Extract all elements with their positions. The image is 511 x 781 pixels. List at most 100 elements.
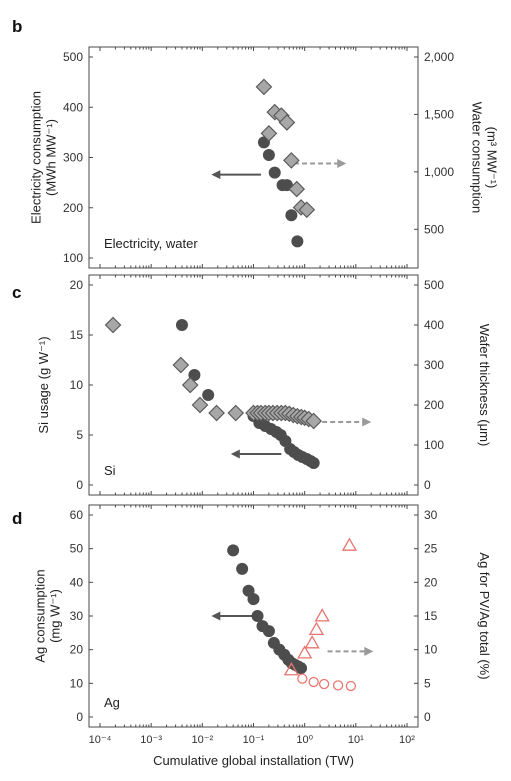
left-tick-label: 0 — [76, 710, 83, 724]
inset-label: Electricity, water — [104, 236, 198, 251]
data-point-triangle — [314, 608, 330, 622]
right-tick-label: 300 — [424, 358, 444, 372]
data-point-diamond — [288, 180, 306, 198]
data-point-open-circle — [332, 680, 344, 691]
right-tick-label: 5 — [424, 676, 431, 690]
data-point-circle — [236, 562, 249, 575]
left-tick-label: 60 — [70, 508, 84, 522]
left-tick-label: 0 — [76, 478, 83, 492]
left-tick-label: 40 — [70, 575, 84, 589]
x-tick-label: 10⁻² — [191, 734, 213, 746]
direction-arrow-head — [364, 646, 374, 656]
data-point-diamond — [298, 201, 316, 219]
right-axis-label: Wafer thickness (μm) — [477, 324, 492, 447]
right-tick-label: 1,000 — [424, 165, 454, 179]
right-tick-label: 1,500 — [424, 107, 454, 121]
left-tick-label: 15 — [70, 328, 84, 342]
panel-d: d 0 10 20 30 40 50 60 0 5 10 15 20 25 30 10⁻⁴ 10⁻³ 10⁻² 10… — [12, 504, 492, 768]
panel-label: c — [12, 283, 21, 302]
data-point-circle — [202, 389, 215, 401]
right-tick-label: 400 — [424, 318, 444, 332]
left-axis-label: Electricity consumption — [29, 91, 44, 224]
data-point-circle — [262, 625, 275, 638]
right-tick-label: 500 — [424, 222, 444, 236]
right-axis-label: Water consumption — [470, 102, 485, 214]
data-point-circle — [307, 457, 320, 469]
data-point-diamond — [283, 152, 300, 169]
left-axis-label: Ag consumption — [33, 569, 48, 662]
data-point-diamond — [104, 316, 122, 334]
right-tick-label: 200 — [424, 398, 444, 412]
right-tick-label: 0 — [424, 710, 431, 724]
x-tick-label: 10⁻¹ — [243, 734, 265, 746]
panel-label: d — [12, 509, 22, 528]
left-tick-label: 200 — [63, 201, 83, 215]
right-tick-label: 100 — [424, 438, 444, 452]
left-axis-label: Si usage (g W⁻¹) — [36, 336, 51, 433]
data-point-open-circle — [345, 680, 357, 692]
x-tick-label: 10¹ — [348, 734, 364, 746]
right-tick-label: 10 — [424, 643, 438, 657]
data-point-circle — [285, 209, 298, 222]
data-point-diamond — [191, 396, 209, 414]
left-tick-label: 30 — [70, 609, 84, 623]
data-point-open-circle — [308, 676, 319, 688]
left-tick-label: 10 — [70, 676, 84, 690]
direction-arrow-head — [230, 449, 240, 459]
x-tick-label: 10⁰ — [296, 734, 313, 746]
right-tick-label: 20 — [424, 575, 438, 589]
plot-frame — [88, 274, 419, 496]
left-tick-label: 100 — [63, 251, 83, 265]
x-tick-label: 10⁻⁴ — [89, 734, 112, 746]
data-point-diamond — [255, 78, 273, 96]
left-tick-label: 5 — [76, 428, 83, 442]
right-axis-label: (m³ MW⁻¹) — [485, 127, 500, 189]
data-point-circle — [291, 235, 304, 248]
data-point-diamond — [278, 114, 296, 131]
data-point-circle — [251, 610, 264, 622]
inset-label: Si — [104, 463, 116, 478]
data-point-circle — [295, 662, 308, 675]
inset-label: Ag — [104, 695, 120, 710]
right-tick-label: 500 — [424, 278, 444, 292]
data-point-circle — [247, 593, 260, 606]
data-point-triangle — [297, 645, 313, 659]
x-axis-label: Cumulative global installation (TW) — [153, 753, 354, 768]
direction-arrow-head — [337, 159, 347, 169]
data-point-triangle — [308, 621, 325, 635]
x-tick-label: 10⁻³ — [140, 734, 162, 746]
data-point-open-circle — [318, 678, 330, 690]
data-point-circle — [227, 544, 240, 557]
data-point-diamond — [305, 412, 323, 430]
left-tick-label: 20 — [70, 278, 84, 292]
plot-frame — [88, 46, 419, 269]
right-tick-label: 15 — [424, 609, 438, 623]
data-point-triangle — [341, 537, 358, 551]
right-axis-label: Ag for PV/Ag total (%) — [477, 552, 492, 679]
left-tick-label: 400 — [63, 100, 83, 114]
data-point-circle — [175, 319, 188, 331]
data-point-open-circle — [297, 673, 308, 684]
data-point-circle — [262, 148, 275, 161]
data-point-diamond — [181, 376, 199, 394]
left-axis-label: (mg W⁻¹) — [48, 589, 63, 643]
right-tick-label: 25 — [424, 542, 438, 556]
panel-label: b — [12, 17, 22, 36]
data-point-diamond — [260, 125, 278, 142]
direction-arrow-head — [362, 417, 372, 427]
data-point-diamond — [208, 404, 225, 422]
data-point-triangle — [304, 635, 320, 649]
left-tick-label: 300 — [63, 151, 83, 165]
left-tick-label: 50 — [70, 542, 84, 556]
direction-arrow-head — [211, 611, 221, 621]
data-point-circle — [268, 166, 281, 179]
data-point-diamond — [172, 356, 190, 374]
right-tick-label: 2,000 — [424, 50, 454, 64]
data-point-triangle — [283, 662, 300, 676]
direction-arrow-head — [211, 170, 221, 180]
right-tick-label: 0 — [424, 478, 431, 492]
left-axis-label: (MWh MW⁻¹) — [44, 119, 59, 196]
left-tick-label: 10 — [70, 378, 84, 392]
x-tick-label: 10² — [399, 734, 415, 746]
